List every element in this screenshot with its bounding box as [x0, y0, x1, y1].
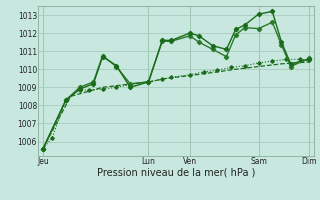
- X-axis label: Pression niveau de la mer( hPa ): Pression niveau de la mer( hPa ): [97, 168, 255, 178]
